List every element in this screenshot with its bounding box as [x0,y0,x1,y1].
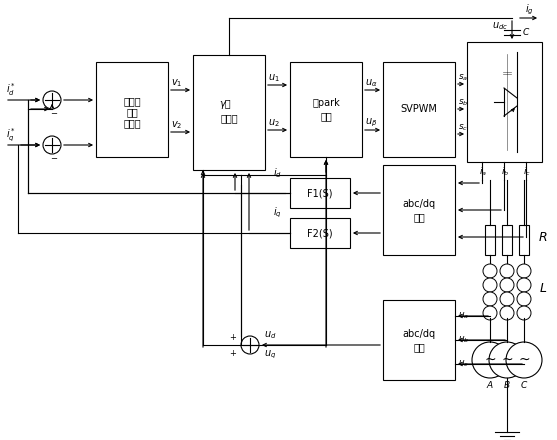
Text: γ阶: γ阶 [219,99,231,109]
Text: C: C [521,381,527,389]
Circle shape [43,136,61,154]
Text: ~: ~ [518,353,530,367]
Circle shape [500,278,514,292]
Text: $i_d$: $i_d$ [273,166,282,180]
Text: SVPWM: SVPWM [400,104,437,114]
Text: $v_2$: $v_2$ [171,119,182,131]
Text: C: C [523,27,529,37]
Circle shape [472,342,508,378]
Circle shape [483,306,497,320]
Text: R: R [539,231,548,243]
Bar [467,42,542,162]
Text: +: + [229,333,236,341]
Bar [485,225,495,255]
Circle shape [517,292,531,306]
Text: $u_1$: $u_1$ [268,72,280,84]
Text: $u_c$: $u_c$ [458,359,469,369]
Bar [290,178,350,208]
Text: F2(S): F2(S) [307,228,333,238]
Text: B: B [504,381,510,389]
Text: $i_a$: $i_a$ [479,166,487,178]
Text: $s_b$: $s_b$ [458,98,468,108]
Text: 滑膜: 滑膜 [126,107,138,117]
Circle shape [483,278,497,292]
Circle shape [241,336,259,354]
Bar [290,218,350,248]
Text: $s_a$: $s_a$ [458,73,468,83]
Bar [96,62,168,157]
Circle shape [500,264,514,278]
Text: 变换: 变换 [413,212,425,222]
Text: 逆park: 逆park [312,98,340,108]
Text: $u_a$: $u_a$ [458,311,469,321]
Bar [383,300,455,380]
Text: $u_b$: $u_b$ [458,335,470,345]
Bar [383,165,455,255]
Circle shape [489,342,525,378]
Bar [193,55,265,170]
Text: $u_\beta$: $u_\beta$ [365,117,377,129]
Text: ~: ~ [501,353,513,367]
Text: 变换: 变换 [413,342,425,352]
Text: $u_q$: $u_q$ [264,349,276,361]
Text: $u_{dc}$: $u_{dc}$ [492,20,508,32]
Circle shape [517,306,531,320]
Circle shape [506,342,542,378]
Text: abc/dq: abc/dq [403,329,436,339]
Text: $s_c$: $s_c$ [458,123,468,133]
Bar [383,62,455,157]
Circle shape [500,292,514,306]
Circle shape [483,264,497,278]
Text: $i_c$: $i_c$ [523,166,531,178]
Text: $i_d^*$: $i_d^*$ [6,81,16,99]
Text: $i_g$: $i_g$ [525,3,534,17]
Circle shape [483,292,497,306]
Text: ~: ~ [484,353,496,367]
Text: A: A [487,381,493,389]
Text: $i_q^*$: $i_q^*$ [6,126,16,144]
Text: $i_b$: $i_b$ [501,166,509,178]
Circle shape [517,264,531,278]
Text: $i_q$: $i_q$ [273,206,282,220]
Text: $-$: $-$ [50,107,58,117]
Text: L: L [540,282,546,294]
Text: 逆系统: 逆系统 [220,113,238,123]
Text: $u_d$: $u_d$ [264,329,276,341]
Text: F1(S): F1(S) [307,188,333,198]
Text: 控制器: 控制器 [123,118,141,128]
Text: abc/dq: abc/dq [403,199,436,209]
Bar [290,62,362,157]
Bar [519,225,529,255]
Text: $-$: $-$ [50,153,58,161]
Text: +: + [229,348,236,357]
Text: 变系数: 变系数 [123,96,141,106]
Circle shape [43,91,61,109]
Text: $u_2$: $u_2$ [268,117,280,129]
Text: $v_1$: $v_1$ [171,77,182,89]
Circle shape [517,278,531,292]
Text: 变换: 变换 [320,111,332,121]
Text: $u_\alpha$: $u_\alpha$ [365,77,378,89]
Circle shape [500,306,514,320]
Bar [502,225,512,255]
